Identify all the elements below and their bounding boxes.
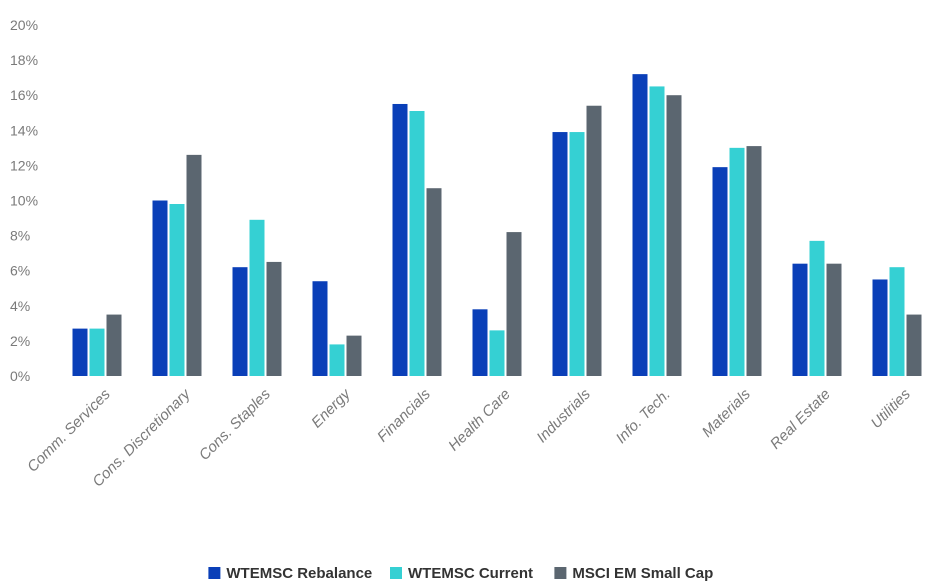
bar-current xyxy=(649,86,665,377)
bar-rebalance xyxy=(792,263,808,376)
bar-rebalance xyxy=(552,132,568,376)
y-tick-label: 12% xyxy=(10,157,38,173)
y-tick-label: 0% xyxy=(10,368,30,384)
y-tick-label: 18% xyxy=(10,52,38,68)
legend-label: WTEMSC Rebalance xyxy=(226,565,372,582)
y-tick-label: 14% xyxy=(10,122,38,138)
x-category-label: Energy xyxy=(308,385,355,432)
bar-msci-em-small-cap xyxy=(906,314,922,376)
x-category-label: Real Estate xyxy=(767,386,834,453)
legend-label: WTEMSC Current xyxy=(408,565,533,582)
bar-msci-em-small-cap xyxy=(586,105,602,376)
bar-msci-em-small-cap xyxy=(506,232,522,376)
bar-current xyxy=(569,132,585,376)
bar-msci-em-small-cap xyxy=(186,154,202,376)
bar-msci-em-small-cap xyxy=(826,263,842,376)
x-category-label: Financials xyxy=(374,385,434,445)
bar-current xyxy=(169,204,185,376)
x-category-label: Comm. Services xyxy=(24,385,114,475)
bar-rebalance xyxy=(872,279,888,376)
x-category-label: Industrials xyxy=(533,385,594,446)
bar-rebalance xyxy=(72,328,88,376)
x-category-label: Utilities xyxy=(868,385,915,432)
legend-swatch xyxy=(390,567,402,579)
bar-msci-em-small-cap xyxy=(346,335,362,376)
y-tick-label: 10% xyxy=(10,193,38,209)
bar-current xyxy=(809,240,825,376)
bar-rebalance xyxy=(312,281,328,376)
bar-current xyxy=(889,267,905,376)
y-tick-label: 6% xyxy=(10,263,30,279)
x-category-label: Info. Tech. xyxy=(613,386,674,447)
bar-current xyxy=(489,330,505,376)
bar-current xyxy=(249,219,265,376)
y-tick-label: 4% xyxy=(10,298,30,314)
bar-rebalance xyxy=(152,200,168,376)
bar-current xyxy=(409,110,425,377)
bar-current xyxy=(89,328,105,376)
x-category-label: Cons. Staples xyxy=(196,385,274,463)
bar-current xyxy=(729,147,745,376)
bar-msci-em-small-cap xyxy=(266,261,282,376)
bar-msci-em-small-cap xyxy=(106,314,122,376)
bar-msci-em-small-cap xyxy=(666,95,682,376)
legend-swatch xyxy=(554,567,567,579)
bar-msci-em-small-cap xyxy=(426,188,442,376)
bar-rebalance xyxy=(632,74,648,376)
y-tick-label: 16% xyxy=(10,87,38,103)
y-tick-label: 20% xyxy=(10,17,38,33)
bar-current xyxy=(329,344,345,376)
y-tick-label: 2% xyxy=(10,333,30,349)
x-category-label: Materials xyxy=(699,385,754,440)
legend-label: MSCI EM Small Cap xyxy=(572,565,713,582)
legend-swatch xyxy=(208,567,221,579)
bar-rebalance xyxy=(472,309,488,376)
bar-msci-em-small-cap xyxy=(746,146,762,376)
x-category-label: Health Care xyxy=(445,386,514,455)
bar-rebalance xyxy=(712,167,728,376)
bar-rebalance xyxy=(392,103,408,376)
bar-rebalance xyxy=(232,267,248,376)
y-tick-label: 8% xyxy=(10,228,30,244)
